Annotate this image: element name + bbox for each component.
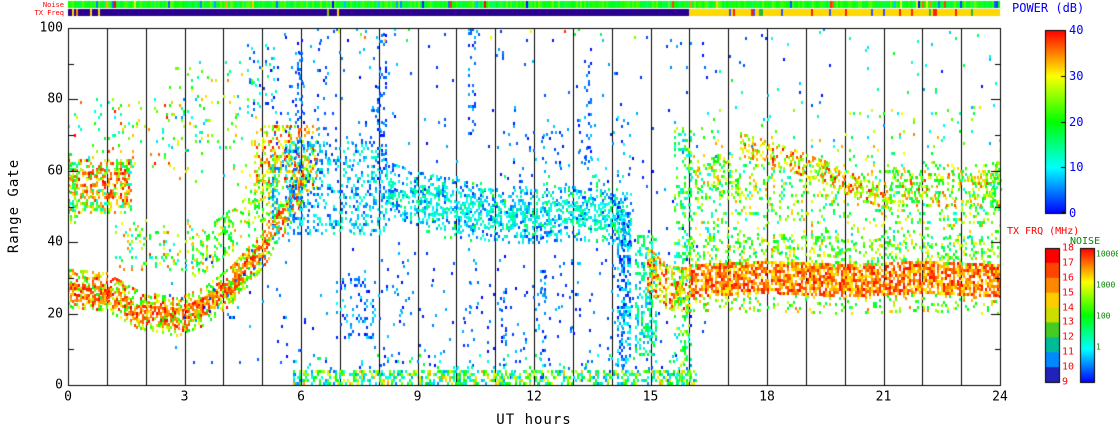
x-tick-label-18: 18 — [759, 389, 775, 405]
x-tick-label-21: 21 — [875, 389, 892, 405]
txfrq-tick-label-10: 10 — [1062, 361, 1075, 373]
txfrq-tick-label-17: 17 — [1062, 257, 1075, 269]
x-tick-label-9: 9 — [413, 389, 422, 405]
noise-colorbar-title: NOISE — [1070, 236, 1101, 247]
txfrq-colorbar-title: TX FRQ (MHz) — [1007, 226, 1080, 237]
x-axis-label: UT hours — [496, 412, 572, 428]
y-axis-label: Range Gate — [6, 158, 22, 254]
x-tick-label-3: 3 — [180, 389, 189, 405]
x-tick-label-15: 15 — [642, 389, 659, 405]
power-colorbar-title: POWER (dB) — [1012, 1, 1085, 15]
txfrq-tick-label-13: 13 — [1062, 316, 1075, 328]
x-tick-label-0: 0 — [64, 389, 72, 405]
power-tick-label-10: 10 — [1069, 160, 1084, 175]
y-tick-label-20: 20 — [47, 306, 63, 322]
noise-strip-label: Noise — [42, 1, 64, 9]
x-tick-label-24: 24 — [992, 389, 1008, 405]
txfreq-strip-label: TX Freq — [34, 9, 64, 17]
noise-tick-label-10000: 10000 — [1096, 249, 1118, 259]
noise-tick-label-100: 100 — [1096, 311, 1111, 321]
txfrq-tick-label-15: 15 — [1062, 287, 1075, 299]
txfrq-tick-label-9: 9 — [1062, 376, 1069, 388]
txfrq-tick-label-18: 18 — [1062, 242, 1075, 254]
power-tick-label-20: 20 — [1069, 114, 1084, 129]
y-tick-label-0: 0 — [55, 377, 63, 393]
y-tick-label-100: 100 — [39, 20, 63, 36]
power-tick-label-30: 30 — [1069, 68, 1084, 83]
txfrq-tick-label-16: 16 — [1062, 272, 1075, 284]
x-tick-label-12: 12 — [526, 389, 542, 405]
noise-tick-label-1: 1 — [1096, 342, 1101, 352]
y-tick-label-40: 40 — [47, 234, 63, 250]
x-tick-label-6: 6 — [297, 389, 305, 405]
txfrq-tick-label-14: 14 — [1062, 302, 1075, 314]
power-tick-label-0: 0 — [1069, 206, 1077, 220]
y-tick-label-60: 60 — [47, 163, 63, 179]
noise-tick-label-1000: 1000 — [1096, 280, 1116, 290]
power-tick-label-40: 40 — [1069, 23, 1084, 37]
y-tick-label-80: 80 — [47, 91, 63, 107]
txfrq-tick-label-12: 12 — [1062, 331, 1075, 343]
txfrq-tick-label-11: 11 — [1062, 346, 1075, 358]
